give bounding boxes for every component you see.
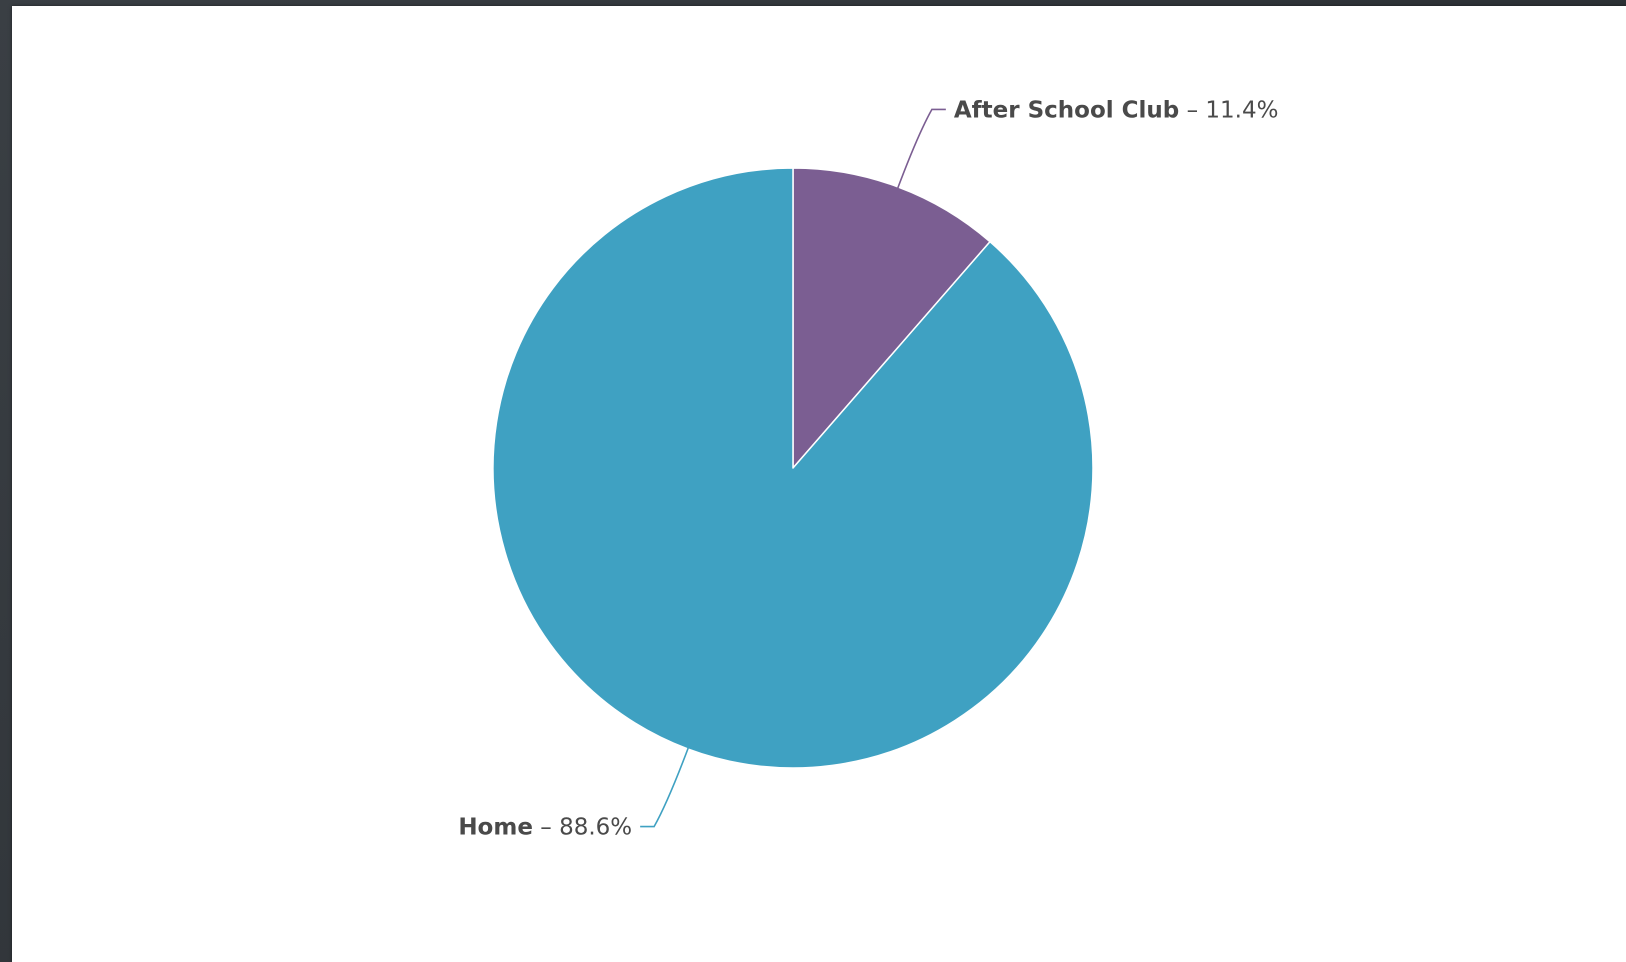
data-label-home: Home – 88.6% <box>458 815 632 841</box>
data-label-value: 11.4% <box>1205 98 1278 124</box>
data-label-separator: – <box>1179 98 1205 124</box>
data-label-separator: – <box>533 815 559 841</box>
chart-panel: After School Club – 11.4% Home – 88.6% <box>12 6 1626 962</box>
data-label-value: 88.6% <box>559 815 632 841</box>
pie-slice-home[interactable] <box>492 167 1094 769</box>
pie-chart: After School Club – 11.4% Home – 88.6% <box>458 98 1278 841</box>
pie-labels: After School Club – 11.4% Home – 88.6% <box>458 98 1278 841</box>
connector-line-home <box>640 744 690 828</box>
connector-line-after-school-club <box>896 108 946 192</box>
data-label-name: After School Club <box>954 98 1179 124</box>
data-label-after-school-club: After School Club – 11.4% <box>954 98 1279 124</box>
pie-slices <box>492 167 1094 769</box>
data-label-name: Home <box>458 815 533 841</box>
